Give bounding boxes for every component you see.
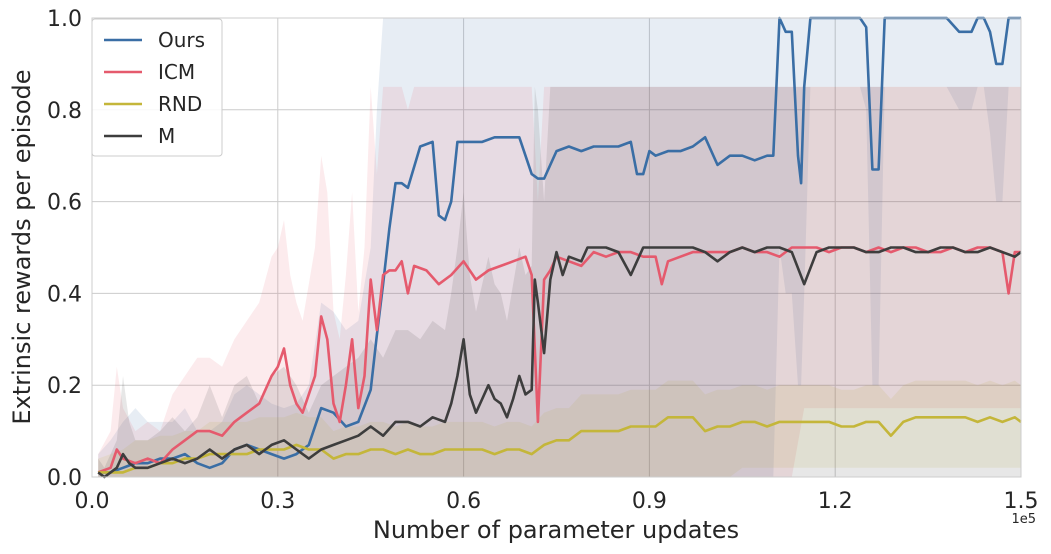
- x-tick-label: 1.5: [1004, 489, 1039, 514]
- x-tick-label: 1.2: [818, 489, 853, 514]
- x-tick-label: 0.3: [260, 489, 295, 514]
- x-axis-exponent: 1e5: [1011, 512, 1036, 527]
- band-rnd: [98, 380, 1021, 477]
- x-tick-label: 0.0: [75, 489, 110, 514]
- y-tick-label: 0.0: [47, 466, 82, 491]
- x-axis-label: Number of parameter updates: [373, 516, 739, 544]
- legend-label-m: M: [158, 124, 175, 148]
- series-line-rnd: [98, 415, 1022, 474]
- series-lines: [97, 16, 1022, 479]
- y-tick-label: 0.4: [47, 282, 82, 307]
- legend-label-ours: Ours: [158, 28, 205, 52]
- y-axis-ticks: 0.0 0.2 0.4 0.6 0.8 1.0: [47, 7, 82, 491]
- plot-background: [92, 18, 1021, 477]
- legend-label-icm: ICM: [158, 60, 195, 84]
- legend-box: [91, 18, 223, 157]
- plot-frame: [91, 17, 1022, 478]
- y-tick-label: 0.6: [47, 191, 82, 216]
- band-icm: [98, 86, 1021, 478]
- series-line-m: [97, 246, 1022, 479]
- y-tick-label: 0.8: [47, 99, 82, 124]
- x-tick-label: 0.9: [632, 489, 667, 514]
- legend-label-rnd: RND: [158, 92, 202, 116]
- x-axis-ticks: 0.0 0.3 0.6 0.9 1.2 1.5: [75, 489, 1039, 514]
- legend: Ours ICM RND M: [91, 18, 223, 157]
- x-tick-label: 0.6: [446, 489, 481, 514]
- y-axis-label: Extrinsic rewards per episode: [8, 69, 36, 424]
- band-m: [98, 86, 1021, 478]
- y-tick-label: 0.2: [47, 374, 82, 399]
- y-tick-label: 1.0: [47, 7, 82, 32]
